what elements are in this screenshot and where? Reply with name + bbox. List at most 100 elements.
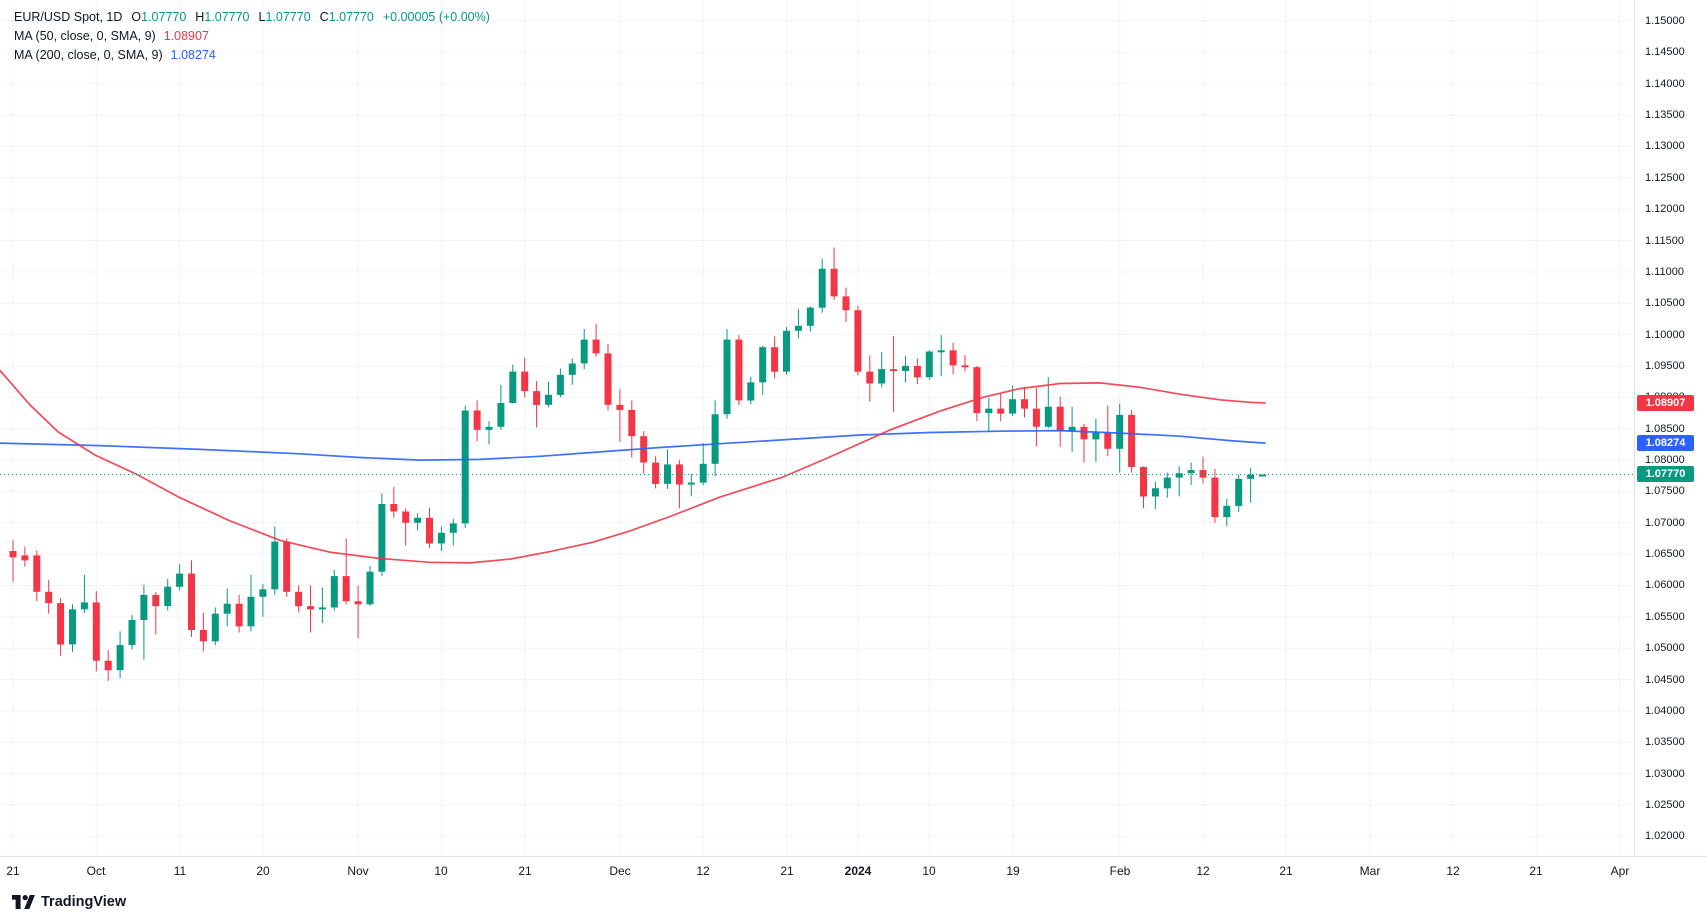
candle bbox=[806, 306, 814, 332]
time-tick-label: 21 bbox=[518, 864, 532, 878]
candle bbox=[973, 366, 981, 422]
candle bbox=[461, 405, 469, 528]
candle-body bbox=[354, 601, 362, 605]
ma200-line[interactable] bbox=[0, 429, 1266, 461]
gridlines bbox=[0, 0, 1634, 856]
candle-body bbox=[461, 410, 469, 524]
ohlc-values: O1.07770 H1.07770 L1.07770 C1.07770 bbox=[131, 10, 383, 24]
ma200-legend-row[interactable]: MA (200, close, 0, SMA, 9) 1.08274 bbox=[14, 46, 499, 65]
candle-body bbox=[473, 410, 481, 430]
candle bbox=[913, 358, 921, 385]
candle bbox=[188, 560, 195, 637]
candle-body bbox=[283, 541, 291, 592]
candle-body bbox=[973, 367, 981, 413]
candle-body bbox=[925, 351, 933, 378]
candle bbox=[295, 585, 303, 613]
price-tick-label: 1.13500 bbox=[1645, 109, 1685, 121]
candle-body bbox=[687, 482, 695, 485]
tradingview-logo[interactable]: TradingView bbox=[12, 894, 126, 910]
price-tick-label: 1.05500 bbox=[1645, 611, 1685, 623]
candle-body bbox=[1187, 470, 1195, 474]
price-tick-label: 1.03500 bbox=[1645, 736, 1685, 748]
candle-body bbox=[735, 339, 743, 401]
price-badge: 1.08274 bbox=[1637, 435, 1694, 451]
tradingview-logo-icon bbox=[12, 895, 35, 909]
candle-body bbox=[580, 339, 588, 364]
symbol-title: EUR/USD Spot, 1D bbox=[14, 10, 123, 24]
time-axis[interactable]: 21 Oct 11 20 Nov 10 21 Dec 12 21 2024 10 19 Feb 12 21 Ma… bbox=[0, 857, 1706, 887]
candle-body bbox=[568, 363, 576, 375]
candle-body bbox=[1259, 474, 1266, 477]
candle-body bbox=[890, 369, 898, 372]
candle bbox=[69, 604, 76, 652]
candle-body bbox=[783, 330, 790, 372]
price-tick-label: 1.04500 bbox=[1645, 674, 1685, 686]
price-tick-label: 1.12000 bbox=[1645, 203, 1685, 215]
price-axis[interactable]: 1.15000 1.14500 1.14000 1.13500 1.13000 1.125… bbox=[1634, 0, 1706, 856]
candle bbox=[426, 507, 433, 548]
time-tick-label: 21 bbox=[1529, 864, 1543, 878]
symbol-legend-row[interactable]: EUR/USD Spot, 1D O1.07770 H1.07770 L1.07770… bbox=[14, 8, 499, 27]
candle bbox=[235, 594, 243, 633]
candle bbox=[330, 569, 338, 611]
candle-body bbox=[854, 310, 862, 372]
candle-body bbox=[199, 630, 207, 642]
candle-body bbox=[652, 462, 660, 484]
candle bbox=[164, 579, 172, 611]
candle-body bbox=[1151, 488, 1159, 497]
time-tick-label: 10 bbox=[434, 864, 448, 878]
candle-body bbox=[235, 603, 243, 627]
candle bbox=[80, 574, 88, 614]
price-tick-label: 1.14500 bbox=[1645, 46, 1685, 58]
time-tick-label: 11 bbox=[173, 864, 187, 878]
chart-canvas[interactable] bbox=[0, 0, 1634, 856]
candle bbox=[771, 336, 779, 379]
candle-body bbox=[818, 268, 826, 308]
candle-body bbox=[92, 602, 100, 661]
candle bbox=[1163, 472, 1171, 498]
ma50-legend-row[interactable]: MA (50, close, 0, SMA, 9) 1.08907 bbox=[14, 27, 499, 46]
price-tick-label: 1.12500 bbox=[1645, 172, 1685, 184]
candle-body bbox=[985, 408, 993, 413]
candle-body bbox=[1080, 426, 1088, 440]
price-tick-label: 1.10000 bbox=[1645, 329, 1685, 341]
ohlc-segment: H1.07770 bbox=[195, 10, 250, 24]
candle-body bbox=[1128, 414, 1136, 467]
candle bbox=[628, 400, 636, 458]
candle-body bbox=[176, 573, 184, 587]
candle bbox=[854, 305, 862, 376]
candle-body bbox=[604, 353, 612, 405]
candle-body bbox=[1021, 399, 1028, 409]
candle bbox=[21, 546, 29, 567]
candle-body bbox=[295, 591, 303, 607]
candlestick-series bbox=[9, 247, 1266, 681]
candle bbox=[723, 329, 731, 419]
candle bbox=[1092, 418, 1100, 462]
candle-body bbox=[152, 594, 160, 607]
candle bbox=[1199, 456, 1207, 484]
ma50-value: 1.08907 bbox=[163, 29, 209, 43]
ma50-line[interactable] bbox=[0, 369, 1266, 564]
candle-body bbox=[1247, 474, 1255, 479]
price-tick-label: 1.15000 bbox=[1645, 15, 1685, 27]
time-tick-label: Feb bbox=[1109, 864, 1131, 878]
candle bbox=[57, 598, 65, 656]
candle-body bbox=[675, 464, 683, 485]
price-tick-label: 1.07000 bbox=[1645, 517, 1685, 529]
candle bbox=[1021, 386, 1028, 418]
candle bbox=[259, 584, 267, 617]
candle bbox=[307, 585, 314, 633]
price-tick-label: 1.11000 bbox=[1645, 266, 1684, 278]
time-tick-label: Oct bbox=[86, 864, 106, 878]
price-badge: 1.08907 bbox=[1637, 395, 1694, 411]
candle-body bbox=[1044, 406, 1052, 427]
candle bbox=[152, 591, 160, 635]
time-tick-label: 19 bbox=[1006, 864, 1020, 878]
price-tick-label: 1.13000 bbox=[1645, 140, 1685, 152]
ma200-label: MA (200, close, 0, SMA, 9) bbox=[14, 48, 163, 62]
price-tick-label: 1.02000 bbox=[1645, 830, 1685, 842]
candle-body bbox=[866, 371, 874, 384]
time-tick-label: 2024 bbox=[844, 864, 872, 878]
candle bbox=[176, 564, 184, 591]
candle bbox=[1235, 474, 1243, 513]
